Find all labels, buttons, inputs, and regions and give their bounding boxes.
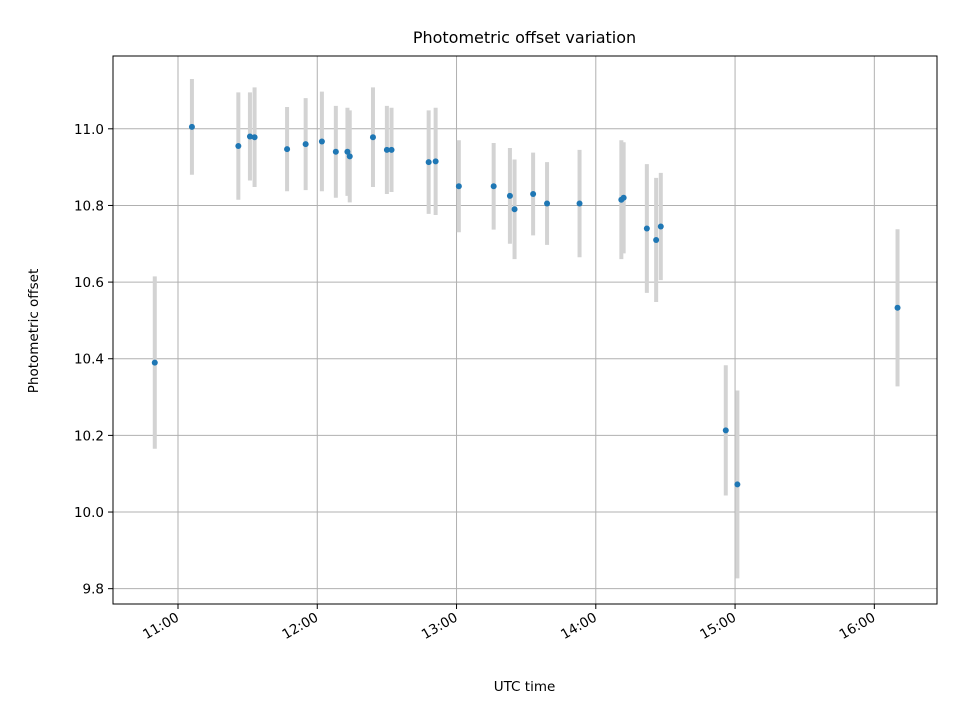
grid <box>113 56 937 604</box>
data-point <box>657 223 664 230</box>
data-point <box>188 123 195 130</box>
data-point <box>544 200 551 207</box>
data-point <box>318 138 325 145</box>
data-point <box>894 304 901 311</box>
data-point <box>643 225 650 232</box>
y-axis-label: Photometric offset <box>26 269 42 393</box>
y-axis-ticks: 9.8 10.0 10.2 10.4 10.6 10.8 11.0 <box>74 122 113 598</box>
data-point <box>302 141 309 148</box>
x-axis-label: UTC time <box>494 679 556 695</box>
y-tick-label: 10.2 <box>74 428 104 444</box>
y-tick-label: 10.8 <box>74 198 104 214</box>
data-point <box>620 194 627 201</box>
y-tick-label: 11.0 <box>74 122 104 138</box>
y-tick-label: 10.6 <box>74 275 104 291</box>
y-tick-label: 9.8 <box>83 582 104 598</box>
data-point <box>653 236 660 243</box>
data-point <box>455 183 462 190</box>
chart-title: Photometric offset variation <box>413 28 636 47</box>
data-point <box>235 143 242 150</box>
data-point <box>576 200 583 207</box>
data-point <box>511 206 518 213</box>
y-tick-label: 10.0 <box>74 505 104 521</box>
data-point <box>346 153 353 160</box>
data-points <box>151 123 901 488</box>
data-point <box>506 192 513 199</box>
data-point <box>344 148 351 155</box>
data-point <box>251 134 258 141</box>
data-point <box>530 190 537 197</box>
data-point <box>369 134 376 141</box>
data-point <box>151 359 158 366</box>
y-tick-label: 10.4 <box>74 352 104 368</box>
data-point <box>388 146 395 153</box>
data-point <box>383 146 390 153</box>
plot-frame <box>112 55 938 605</box>
data-point <box>432 158 439 165</box>
data-point <box>284 146 291 153</box>
data-point <box>734 481 741 488</box>
data-point <box>425 159 432 166</box>
data-point <box>246 133 253 140</box>
data-point <box>722 427 729 434</box>
data-point <box>332 148 339 155</box>
data-point <box>490 183 497 190</box>
